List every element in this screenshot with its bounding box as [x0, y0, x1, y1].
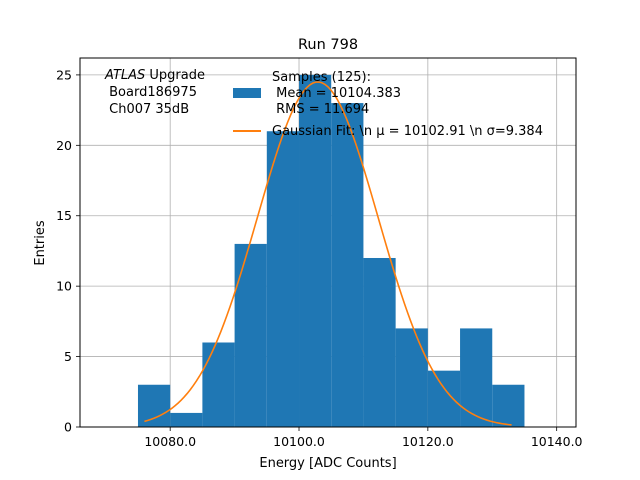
- annotation-atlas: ATLAS: [104, 68, 145, 83]
- chart-title: Run 798: [298, 37, 358, 53]
- legend-samples-line-2: Mean = 10104.383: [272, 86, 401, 101]
- histogram-bar: [299, 74, 332, 428]
- histogram-bar: [266, 131, 300, 428]
- plot-frame: [79, 57, 577, 428]
- y-tick-label: 5: [64, 349, 72, 364]
- annotation-line-1: ATLAS Upgrade: [104, 68, 205, 83]
- annotation-line-2: Board186975: [105, 85, 197, 100]
- histogram-bar: [460, 328, 493, 427]
- histogram-bar: [492, 384, 525, 427]
- legend-samples-swatch: [233, 88, 261, 98]
- x-tick-label: 10120.0: [402, 434, 454, 449]
- annotation-upgrade: Upgrade: [145, 68, 205, 83]
- gaussian-fit: [144, 81, 512, 426]
- fit-curve: [144, 81, 512, 426]
- x-tick-label: 10100.0: [273, 434, 325, 449]
- y-tick-label: 15: [56, 208, 72, 223]
- histogram-bar: [202, 342, 235, 427]
- y-tick-label: 10: [56, 279, 72, 294]
- legend-samples-line-3: RMS = 11.694: [272, 102, 369, 117]
- legend-fit-label: Gaussian Fit: \n μ = 10102.91 \n σ=9.384: [272, 124, 543, 139]
- histogram-bar: [363, 257, 396, 427]
- legend: Samples (125): Mean = 10104.383 RMS = 11…: [233, 70, 543, 139]
- y-tick-label: 20: [56, 138, 72, 153]
- x-axis-label: Energy [ADC Counts]: [259, 456, 396, 471]
- atlas-annotation: ATLAS Upgrade Board186975 Ch007 35dB: [104, 68, 205, 117]
- histogram-bar: [137, 384, 171, 427]
- histogram-bar: [331, 103, 364, 428]
- y-tick-label: 0: [64, 420, 72, 435]
- histogram-bar: [395, 328, 428, 427]
- x-tick-label: 10080.0: [144, 434, 196, 449]
- axis-ticks: 10080.0 10100.0 10120.0 10140.0 0 5 10 15 20 25: [56, 67, 582, 449]
- y-tick-label: 25: [56, 67, 72, 82]
- legend-samples-line-1: Samples (125):: [272, 70, 371, 85]
- histogram-bar: [427, 370, 461, 427]
- y-axis-label: Entries: [33, 220, 48, 266]
- x-tick-label: 10140.0: [531, 434, 583, 449]
- histogram-bar: [234, 243, 267, 427]
- annotation-line-3: Ch007 35dB: [105, 102, 189, 117]
- histogram-bars: [137, 74, 525, 428]
- histogram-bar: [170, 412, 203, 427]
